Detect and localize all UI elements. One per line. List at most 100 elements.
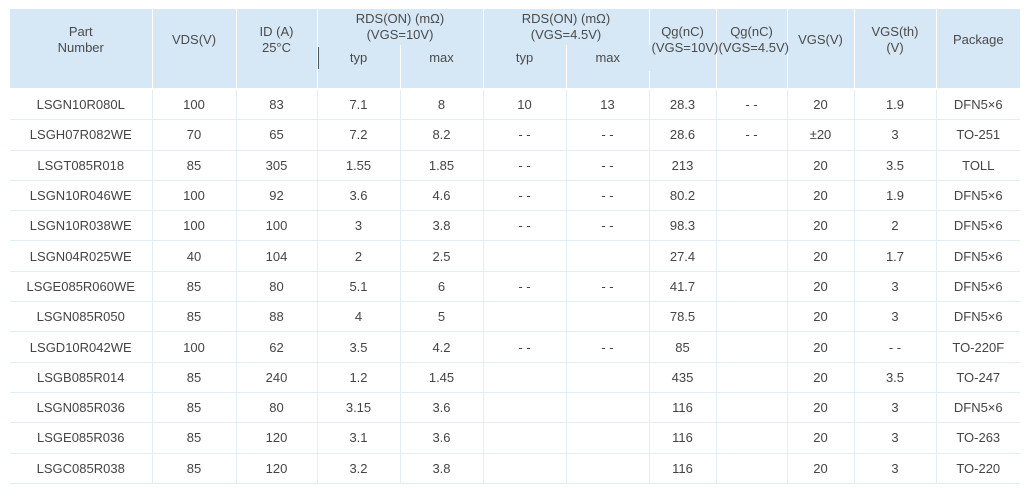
table-row: LSGN085R050 85 88 4 5 78.5 20 3 DFN5×6 — [10, 301, 1020, 333]
cell-vds: 70 — [152, 119, 237, 151]
header-qg-4-5v: Qg(nC) (VGS=4.5V) — [716, 9, 789, 71]
cell-qg-4-5v — [716, 422, 788, 454]
cell-rds-10v-max: 4.2 — [400, 331, 484, 363]
cell-rds-4-5v-max — [566, 301, 650, 333]
cell-qg-4-5v — [716, 240, 788, 272]
cell-rds-10v-max: 3.8 — [400, 210, 484, 242]
cell-package: DFN5×6 — [936, 180, 1020, 212]
cell-rds-10v-typ: 5.1 — [317, 271, 401, 303]
cell-vgs-th: 1.9 — [854, 89, 937, 121]
cell-package: DFN5×6 — [936, 392, 1020, 424]
cell-qg-10v: 78.5 — [649, 301, 717, 333]
cell-rds-4-5v-typ: 10 — [483, 89, 567, 121]
cell-vgs-th: 1.9 — [854, 180, 937, 212]
header-rds-4-5v: RDS(ON) (mΩ) (VGS=4.5V) — [483, 9, 650, 45]
cell-id: 240 — [236, 362, 318, 393]
cell-id: 305 — [236, 150, 318, 181]
cell-qg-4-5v — [716, 301, 788, 333]
table-body: LSGN10R080L 100 83 7.1 8 10 13 28.3- -20 1.9 DFN5… — [10, 89, 1020, 484]
cell-part-number: LSGT085R018 — [10, 150, 153, 181]
cell-id: 88 — [236, 301, 318, 333]
cell-rds-4-5v-typ: - - — [483, 210, 567, 242]
cell-rds-4-5v-max — [566, 240, 650, 272]
cell-vds: 100 — [152, 210, 237, 242]
cell-part-number: LSGB085R014 — [10, 362, 153, 393]
cell-rds-10v-typ: 3 — [317, 210, 401, 242]
cell-rds-4-5v-max: - - — [566, 331, 650, 363]
cell-package: DFN5×6 — [936, 271, 1020, 303]
cell-vgs: 20 — [787, 331, 855, 363]
table-row: LSGH07R082WE 70 65 7.2 8.2- -- -28.6- - ±20 3 T… — [10, 119, 1020, 151]
cell-id: 120 — [236, 453, 318, 484]
table-row: LSGC085R038 85 120 3.2 3.8 116 20 3 TO-220 — [10, 453, 1020, 484]
cell-rds-4-5v-typ — [483, 392, 567, 424]
table-row: LSGN10R038WE 100 100 3 3.8- -- -98.3 20 2 DFN5×… — [10, 210, 1020, 242]
cell-rds-10v-typ: 7.2 — [317, 119, 401, 151]
cell-package: TO-220 — [936, 453, 1020, 484]
cell-qg-10v: 28.3 — [649, 89, 717, 121]
cell-vds: 100 — [152, 331, 237, 363]
cell-part-number: LSGN04R025WE — [10, 240, 153, 272]
cell-rds-10v-typ: 3.1 — [317, 422, 401, 454]
cell-vgs: 20 — [787, 150, 855, 181]
cell-rds-4-5v-max — [566, 453, 650, 484]
cell-vds: 85 — [152, 362, 237, 393]
cell-id: 83 — [236, 89, 318, 121]
cell-qg-4-5v — [716, 453, 788, 484]
cell-vgs: 20 — [787, 422, 855, 454]
header-package: Package — [936, 9, 1020, 71]
cell-part-number: LSGN10R080L — [10, 89, 153, 121]
cell-rds-10v-typ: 3.5 — [317, 331, 401, 363]
cell-vgs: 20 — [787, 362, 855, 393]
cell-vds: 85 — [152, 392, 237, 424]
cell-rds-10v-typ: 1.2 — [317, 362, 401, 393]
table-row: LSGE085R060WE 85 80 5.1 6- -- -41.7 20 3 DFN5×6 — [10, 271, 1020, 303]
cell-vgs-th: 3 — [854, 453, 937, 484]
cell-vds: 85 — [152, 453, 237, 484]
cell-rds-4-5v-typ — [483, 422, 567, 454]
cell-part-number: LSGE085R060WE — [10, 271, 153, 303]
cell-rds-10v-typ: 3.15 — [317, 392, 401, 424]
cell-rds-10v-typ: 4 — [317, 301, 401, 333]
table-row: LSGN10R046WE 100 92 3.6 4.6- -- -80.2 20 1.9 DF… — [10, 180, 1020, 212]
cell-rds-10v-typ: 2 — [317, 240, 401, 272]
cell-vgs: 20 — [787, 210, 855, 242]
cell-rds-4-5v-max — [566, 392, 650, 424]
cell-vgs: 20 — [787, 392, 855, 424]
cell-rds-4-5v-max: - - — [566, 150, 650, 181]
cell-rds-10v-typ: 3.2 — [317, 453, 401, 484]
cell-package: DFN5×6 — [936, 89, 1020, 121]
table-row: LSGN10R080L 100 83 7.1 8 10 13 28.3- -20 1.9 DFN5… — [10, 89, 1020, 121]
cell-rds-4-5v-max: - - — [566, 271, 650, 303]
cell-qg-4-5v — [716, 180, 788, 212]
cell-rds-4-5v-typ — [483, 301, 567, 333]
table-row: LSGE085R036 85 120 3.1 3.6 116 20 3 TO-263 — [10, 422, 1020, 454]
cell-qg-10v: 28.6 — [649, 119, 717, 151]
cell-rds-10v-typ: 7.1 — [317, 89, 401, 121]
cell-part-number: LSGC085R038 — [10, 453, 153, 484]
cell-qg-4-5v — [716, 150, 788, 181]
cell-rds-4-5v-typ: - - — [483, 271, 567, 303]
cell-id: 65 — [236, 119, 318, 151]
cell-rds-10v-max: 3.6 — [400, 392, 484, 424]
cell-id: 92 — [236, 180, 318, 212]
cell-qg-4-5v — [716, 271, 788, 303]
cell-qg-4-5v — [716, 392, 788, 424]
cell-rds-4-5v-typ: - - — [483, 331, 567, 363]
header-rds-4-5v-typ: typ — [483, 45, 567, 71]
cell-vgs-th: 2 — [854, 210, 937, 242]
cell-rds-10v-max: 8 — [400, 89, 484, 121]
cell-vds: 40 — [152, 240, 237, 272]
cell-qg-10v: 116 — [649, 422, 717, 454]
mosfet-spec-table: Part Number VDS(V) ID (A) 25°C RDS(ON) (… — [10, 9, 1020, 484]
cell-rds-4-5v-typ — [483, 362, 567, 393]
cell-rds-4-5v-max: - - — [566, 119, 650, 151]
cell-vgs-th: 3.5 — [854, 362, 937, 393]
cell-rds-10v-max: 5 — [400, 301, 484, 333]
cell-qg-4-5v: - - — [716, 89, 788, 121]
cell-vgs-th: 3 — [854, 422, 937, 454]
cell-rds-10v-max: 3.8 — [400, 453, 484, 484]
cell-rds-10v-max: 4.6 — [400, 180, 484, 212]
cell-id: 104 — [236, 240, 318, 272]
header-rds-4-5v-max: max — [566, 45, 649, 71]
